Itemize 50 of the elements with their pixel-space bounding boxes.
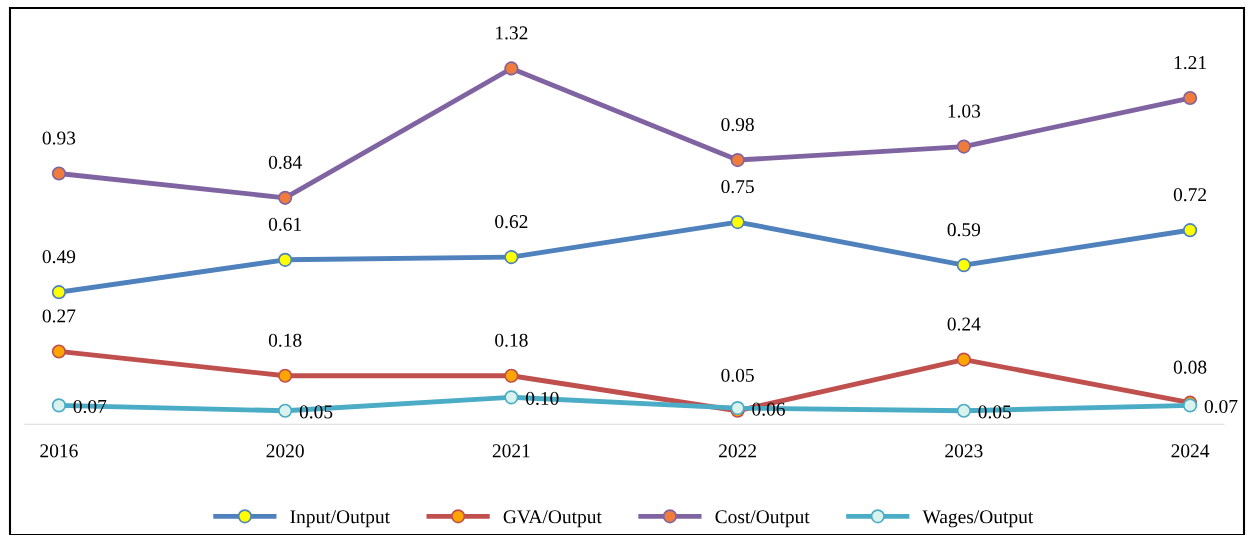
data-label: 0.59 <box>947 223 981 237</box>
point <box>278 190 293 205</box>
data-label: 0.84 <box>268 155 302 169</box>
point <box>51 166 67 181</box>
data-label: 0.05 <box>978 405 1012 419</box>
data-label: 0.05 <box>721 368 754 382</box>
point <box>51 285 67 300</box>
point <box>51 344 67 359</box>
point <box>730 152 745 168</box>
data-label: 0.18 <box>495 333 528 347</box>
point <box>1182 90 1198 106</box>
point <box>504 250 519 265</box>
x-tick-label: 2023 <box>945 444 983 458</box>
data-label: 1.03 <box>948 104 981 118</box>
point <box>1182 223 1198 238</box>
point <box>956 139 971 154</box>
x-tick-label: 2021 <box>492 444 530 458</box>
point <box>956 403 971 418</box>
data-label: 0.61 <box>268 217 301 231</box>
data-label: 0.72 <box>1173 188 1207 202</box>
point <box>730 214 745 230</box>
data-label: 0.49 <box>42 250 76 264</box>
x-tick-label: 2016 <box>40 444 78 458</box>
point <box>278 403 293 418</box>
data-label: 0.93 <box>42 131 76 145</box>
data-label: 0.18 <box>268 333 302 347</box>
data-label: 1.32 <box>496 26 528 40</box>
point <box>504 368 519 383</box>
data-label: 1.21 <box>1174 56 1206 70</box>
data-label: 0.08 <box>1173 360 1207 374</box>
data-label: 0.62 <box>495 215 528 229</box>
point <box>956 258 971 273</box>
point <box>278 368 293 383</box>
legend-label: GVA/Output <box>503 510 602 528</box>
point <box>51 398 67 413</box>
data-label: 0.75 <box>721 179 754 194</box>
data-label: 0.98 <box>721 117 754 132</box>
data-label: 0.27 <box>42 309 76 323</box>
x-tick-label: 2022 <box>719 444 756 458</box>
point <box>956 352 971 367</box>
point <box>504 390 519 405</box>
legend-label: Input/Output <box>290 510 390 528</box>
legend-label: Cost/Output <box>715 510 810 528</box>
data-label: 0.07 <box>1204 399 1238 414</box>
legend-label: Wages/Output <box>922 510 1034 528</box>
point <box>278 252 293 267</box>
data-label: 0.24 <box>947 317 981 331</box>
x-tick-label: 2020 <box>266 444 304 458</box>
x-tick-label: 2024 <box>1171 444 1210 458</box>
point <box>504 61 519 76</box>
